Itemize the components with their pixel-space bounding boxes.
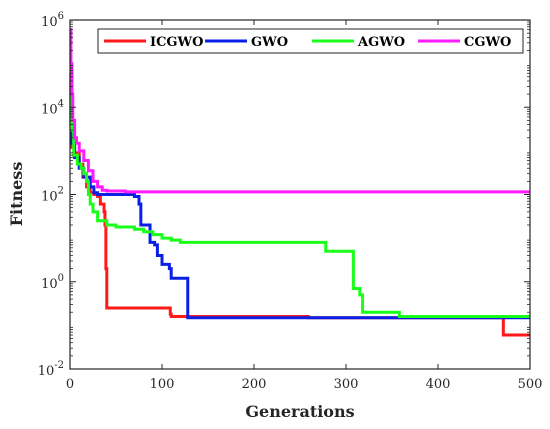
- x-tick-label: 0: [66, 377, 74, 392]
- legend-label-cgwo: CGWO: [464, 35, 511, 50]
- x-axis-title: Generations: [245, 402, 354, 421]
- y-tick-label: 102: [41, 186, 64, 205]
- series-line-agwo: [70, 71, 530, 318]
- y-tick-label: 104: [41, 98, 64, 117]
- y-tick-label: 100: [41, 273, 64, 292]
- y-axis-title: Fitness: [7, 162, 26, 227]
- series-layer: [69, 28, 530, 337]
- x-tick-label: 300: [334, 377, 359, 392]
- legend: ICGWO GWO AGWO CGWO: [97, 28, 524, 54]
- x-axis-ticks: 0 100 200 300 400 500: [66, 20, 543, 392]
- y-axis-ticks: 10-2 100 102 104 106: [38, 11, 530, 379]
- y-tick-label: 106: [41, 11, 64, 30]
- x-tick-label: 500: [518, 377, 543, 392]
- series-line-gwo: [69, 71, 530, 320]
- x-tick-label: 100: [150, 377, 175, 392]
- x-tick-label: 200: [242, 377, 267, 392]
- x-tick-label: 400: [426, 377, 451, 392]
- y-tick-label: 10-2: [38, 360, 64, 379]
- series-line-cgwo: [69, 28, 530, 194]
- legend-label-icgwo: ICGWO: [150, 35, 203, 50]
- legend-label-gwo: GWO: [251, 35, 288, 50]
- legend-label-agwo: AGWO: [357, 35, 405, 50]
